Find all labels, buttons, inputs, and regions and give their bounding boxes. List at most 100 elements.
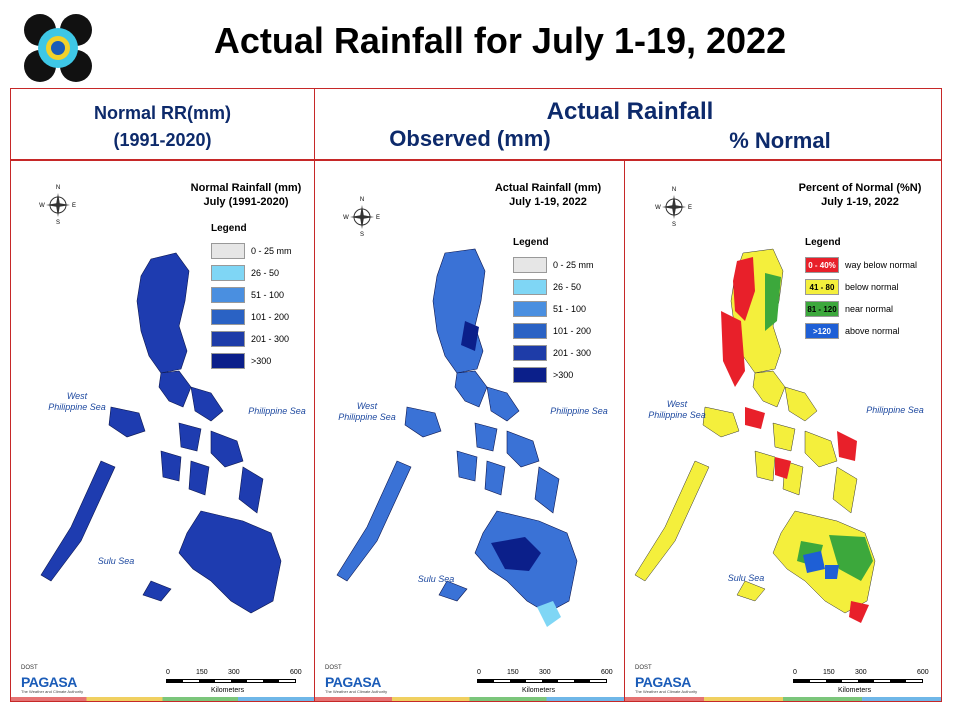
legend-item: 81 - 120 near normal bbox=[805, 298, 917, 320]
panel-title-actual-line2: July 1-19, 2022 bbox=[509, 196, 587, 208]
sea-label-west-line1: West bbox=[66, 391, 88, 401]
legend-swatch bbox=[513, 345, 547, 361]
svg-text:W: W bbox=[39, 203, 45, 209]
legend-label: 101 - 200 bbox=[553, 326, 592, 336]
scale-tick-150: 150 bbox=[196, 669, 208, 676]
compass-rose-icon: N S W E bbox=[655, 187, 692, 227]
scale-tick-300: 300 bbox=[855, 669, 867, 676]
panel-title-normal-line1: Normal Rainfall (mm) bbox=[190, 182, 302, 194]
normal-header-line1: Normal RR(mm) bbox=[93, 103, 231, 123]
scale-bar-graphic bbox=[793, 679, 923, 683]
sea-label-sulu: Sulu Sea bbox=[97, 556, 135, 566]
svg-text:N: N bbox=[360, 197, 364, 203]
scale-bar: 0 150 300 600 Kilometers bbox=[477, 669, 617, 699]
legend-label: 201 - 300 bbox=[553, 348, 592, 358]
legend-swatch: 0 - 40% bbox=[805, 257, 839, 273]
legend-swatch bbox=[211, 243, 245, 259]
svg-text:N: N bbox=[56, 185, 60, 191]
legend-swatch bbox=[513, 301, 547, 317]
legend-item: 101 - 200 bbox=[513, 320, 594, 342]
svg-text:W: W bbox=[343, 215, 349, 221]
compass-rose-icon: N S W E bbox=[39, 185, 76, 225]
sea-label-philippine: Philippine Sea bbox=[248, 406, 306, 416]
scale-tick-0: 0 bbox=[477, 669, 481, 676]
scale-bar-graphic bbox=[166, 679, 296, 683]
pagasa-logo bbox=[24, 14, 92, 82]
sea-label-west: West Philippine Sea bbox=[327, 401, 407, 423]
legend-item: 26 - 50 bbox=[211, 262, 292, 284]
legend-label: >300 bbox=[251, 356, 272, 366]
panel-title-percent-line2: July 1-19, 2022 bbox=[821, 196, 899, 208]
legend-item: >120 above normal bbox=[805, 320, 917, 342]
sea-label-west-line1: West bbox=[666, 399, 688, 409]
legend-swatch bbox=[211, 287, 245, 303]
svg-text:S: S bbox=[56, 220, 60, 225]
legend-normal: Legend 0 - 25 mm 26 - 50 51 - 100 101 - … bbox=[211, 223, 292, 372]
legend-label: below normal bbox=[845, 282, 899, 292]
scale-tick-0: 0 bbox=[793, 669, 797, 676]
legend-swatch bbox=[211, 353, 245, 369]
legend-item: >300 bbox=[211, 350, 292, 372]
legend-label: near normal bbox=[845, 304, 894, 314]
sea-label-sulu: Sulu Sea bbox=[727, 573, 765, 583]
map-panel-normal: Normal Rainfall (mm) July (1991-2020) N … bbox=[10, 160, 315, 702]
legend-title: Legend bbox=[513, 237, 549, 248]
svg-text:S: S bbox=[672, 222, 676, 227]
legend-item: >300 bbox=[513, 364, 594, 386]
legend-percent: Legend 0 - 40% way below normal 41 - 80 be… bbox=[805, 237, 917, 342]
scale-bar-graphic bbox=[477, 679, 607, 683]
legend-swatch bbox=[211, 331, 245, 347]
legend-item: 201 - 300 bbox=[513, 342, 594, 364]
legend-swatch bbox=[513, 367, 547, 383]
sea-label-philippine: Philippine Sea bbox=[866, 405, 924, 415]
footer-color-bar bbox=[315, 697, 624, 701]
svg-text:S: S bbox=[360, 232, 364, 237]
legend-label: 0 - 25 mm bbox=[251, 246, 292, 256]
actual-rainfall-header: Actual Rainfall bbox=[546, 98, 714, 125]
sea-label-west: West Philippine Sea bbox=[637, 399, 717, 421]
legend-label: 201 - 300 bbox=[251, 334, 290, 344]
legend-item: 0 - 40% way below normal bbox=[805, 254, 917, 276]
legend-item: 201 - 300 bbox=[211, 328, 292, 350]
percent-normal-header: % Normal bbox=[729, 128, 831, 153]
doost-label: DOST bbox=[325, 665, 342, 671]
scale-unit: Kilometers bbox=[522, 687, 556, 694]
panel-title-actual: Actual Rainfall (mm) July 1-19, 2022 bbox=[483, 181, 613, 209]
doost-label: DOST bbox=[21, 665, 38, 671]
pagasa-tagline: The Weather and Climate Authority bbox=[325, 689, 388, 694]
legend-swatch bbox=[513, 323, 547, 339]
legend-label: 51 - 100 bbox=[553, 304, 587, 314]
compass-rose-icon: N S W E bbox=[343, 197, 380, 237]
legend-swatch: >120 bbox=[805, 323, 839, 339]
legend-label: >300 bbox=[553, 370, 574, 380]
legend-swatch bbox=[513, 279, 547, 295]
legend-swatch: 81 - 120 bbox=[805, 301, 839, 317]
sea-label-west-line2: Philippine Sea bbox=[648, 410, 706, 420]
scale-tick-600: 600 bbox=[601, 669, 613, 676]
pagasa-label: PAGASA bbox=[325, 674, 381, 690]
legend-label: above normal bbox=[845, 326, 900, 336]
pagasa-label: PAGASA bbox=[635, 674, 691, 690]
map-panel-percent: Percent of Normal (%N) July 1-19, 2022 N… bbox=[624, 160, 942, 702]
scale-tick-300: 300 bbox=[228, 669, 240, 676]
sea-label-west-line1: West bbox=[356, 401, 378, 411]
svg-text:N: N bbox=[672, 187, 676, 193]
legend-item: 41 - 80 below normal bbox=[805, 276, 917, 298]
panel-title-percent: Percent of Normal (%N) July 1-19, 2022 bbox=[785, 181, 935, 209]
observed-header: Observed (mm) bbox=[389, 126, 551, 151]
svg-text:E: E bbox=[376, 215, 380, 221]
scale-tick-600: 600 bbox=[917, 669, 929, 676]
scale-unit: Kilometers bbox=[838, 687, 872, 694]
map-panel-actual: Actual Rainfall (mm) July 1-19, 2022 N S… bbox=[314, 160, 625, 702]
panel-title-percent-line1: Percent of Normal (%N) bbox=[798, 182, 922, 194]
philippines-map-actual bbox=[336, 248, 578, 627]
normal-header-line2: (1991-2020) bbox=[113, 130, 212, 150]
svg-text:E: E bbox=[688, 205, 692, 211]
scale-tick-0: 0 bbox=[166, 669, 170, 676]
panel-title-normal-line2: July (1991-2020) bbox=[203, 196, 289, 208]
legend-title: Legend bbox=[805, 237, 841, 248]
sea-label-west-line2: Philippine Sea bbox=[338, 412, 396, 422]
sea-label-sulu: Sulu Sea bbox=[417, 574, 455, 584]
legend-actual: Legend 0 - 25 mm 26 - 50 51 - 100 101 - … bbox=[513, 237, 594, 386]
legend-swatch bbox=[211, 309, 245, 325]
